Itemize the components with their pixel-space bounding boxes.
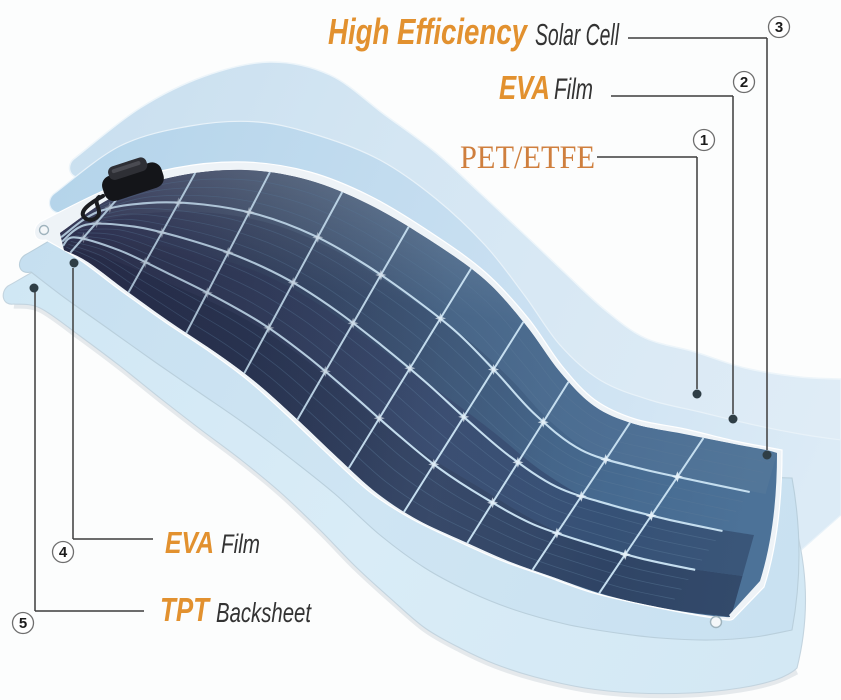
svg-text:Backsheet: Backsheet [216,597,312,628]
svg-text:Solar Cell: Solar Cell [535,17,620,52]
svg-text:3: 3 [775,19,783,36]
svg-text:EVA: EVA [165,525,214,560]
svg-text:Film: Film [554,73,593,106]
svg-text:TPT: TPT [160,591,211,628]
svg-text:2: 2 [740,74,748,91]
svg-text:4: 4 [59,544,68,561]
svg-text:High Efficiency: High Efficiency [328,11,529,52]
svg-text:EVA: EVA [499,69,550,106]
svg-text:5: 5 [19,615,27,632]
svg-text:1: 1 [700,132,708,149]
svg-text:Film: Film [221,529,260,559]
svg-text:PET/ETFE: PET/ETFE [460,140,595,176]
